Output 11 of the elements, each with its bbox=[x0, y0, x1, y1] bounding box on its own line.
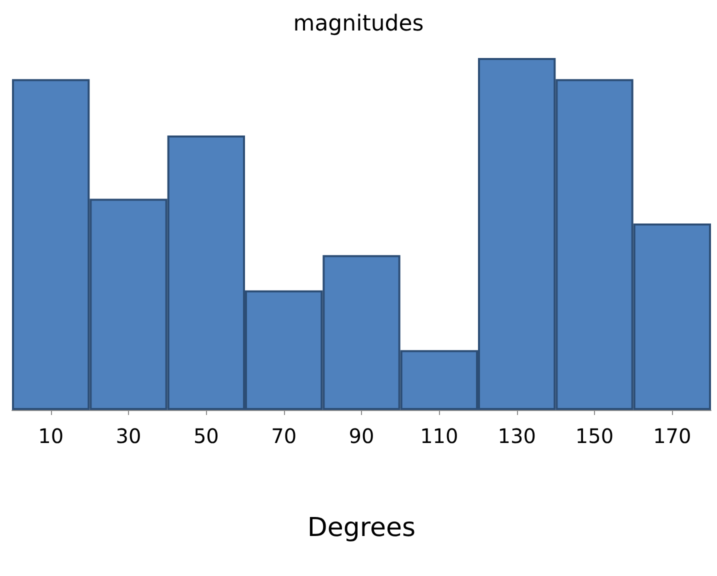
x-tick-label: 50 bbox=[193, 424, 219, 448]
x-axis-title: Degrees bbox=[307, 513, 416, 543]
x-tick-label: 130 bbox=[498, 424, 536, 448]
x-tick-label: 70 bbox=[271, 424, 297, 448]
chart-title: magnitudes bbox=[293, 12, 424, 36]
x-tick-label: 110 bbox=[420, 424, 458, 448]
x-tick-label: 10 bbox=[38, 424, 64, 448]
x-tick-label: 170 bbox=[653, 424, 692, 448]
x-tick-label: 150 bbox=[575, 424, 614, 448]
x-tick-label: 90 bbox=[348, 424, 374, 448]
x-tick-label: 30 bbox=[116, 424, 142, 448]
